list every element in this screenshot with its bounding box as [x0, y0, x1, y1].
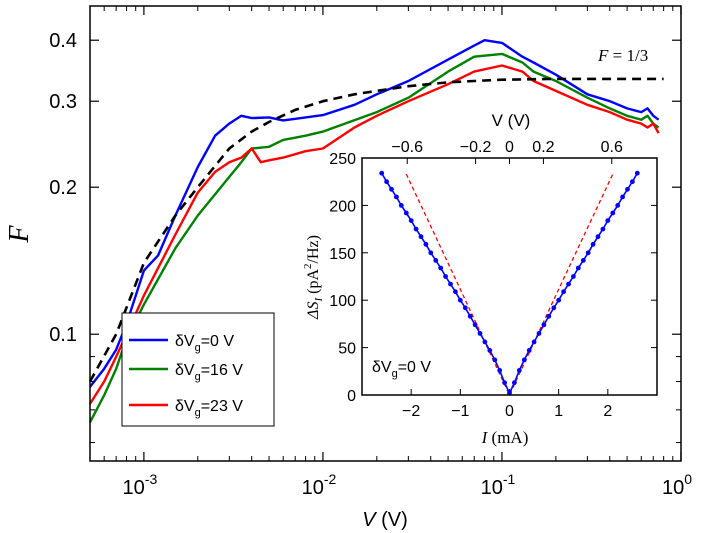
- main-x-tick-label-3: 100: [662, 471, 692, 499]
- inset-data-point: [531, 339, 537, 345]
- legend-entry-0: δVg=0 V: [175, 333, 234, 354]
- inset-data-point: [438, 265, 444, 271]
- main-x-axis-label: V (V): [362, 509, 408, 531]
- main-series-layer: [88, 39, 664, 423]
- inset-data-point: [433, 258, 439, 263]
- inset-data-point: [630, 179, 635, 185]
- inset-data-point: [477, 331, 483, 336]
- inset-top-tick-label-2: 0: [505, 139, 514, 156]
- inset-data-point: [394, 194, 399, 200]
- inset-x-tick-label-0: −2: [402, 403, 420, 420]
- inset-data-point: [556, 297, 562, 303]
- inset-reference-line: [405, 173, 614, 397]
- main-y-tick-label-0: 0.1: [49, 324, 77, 346]
- inset-x-tick-label-3: 1: [554, 403, 563, 420]
- inset-x-tick-label-1: −1: [451, 403, 469, 420]
- inset-data-point: [472, 322, 478, 328]
- inset-data-point: [482, 339, 488, 345]
- inset-data-point: [521, 357, 527, 363]
- main-y-tick-label-2: 0.3: [49, 91, 77, 113]
- inset-data-point: [384, 179, 389, 185]
- inset-y-tick-label-0: 0: [347, 388, 356, 405]
- inset-data-point: [620, 194, 625, 200]
- inset-data-point: [566, 281, 571, 287]
- main-series-line-1: [88, 52, 660, 423]
- inset-data-point: [448, 281, 453, 287]
- inset-data-point: [389, 186, 394, 192]
- inset-data-point: [516, 368, 522, 373]
- inset-data-point: [413, 226, 419, 232]
- inset-data-point: [403, 210, 409, 216]
- inset-data-point: [634, 170, 640, 176]
- inset-data-point: [487, 348, 493, 353]
- inset-data-point: [590, 241, 596, 247]
- inset-annotation: δVg=0 V: [372, 359, 431, 380]
- main-x-tick-label-2: 10-1: [481, 471, 516, 499]
- inset-x-tick-label-2: 0: [505, 403, 514, 420]
- inset-data-point: [571, 274, 576, 279]
- inset-top-axis-label: V (V): [492, 111, 531, 130]
- inset-data-point: [615, 203, 621, 208]
- inset-y-tick-label-2: 100: [329, 293, 356, 310]
- main-x-tick-label-1: 10-2: [302, 471, 337, 499]
- inset-y-tick-label-3: 150: [329, 246, 356, 263]
- inset-data-point: [605, 218, 611, 224]
- inset-data-point: [492, 357, 498, 363]
- inset-data-point: [502, 380, 507, 386]
- inset-axes-layer: −2 −1 0 1 2 0 50 100 150 200 250 −0.6 −0.2 0 0.2 0.6: [329, 139, 657, 420]
- main-x-tick-label-0: 10-3: [123, 471, 158, 499]
- inset-data-point: [585, 250, 591, 256]
- inset-data-point: [462, 305, 468, 311]
- inset-top-tick-label-1: −0.2: [460, 139, 492, 156]
- inset-data-point: [423, 241, 429, 247]
- inset-data-point: [551, 305, 557, 311]
- inset-data-point: [536, 331, 542, 336]
- main-series-line-2: [88, 64, 660, 405]
- inset-data-point: [546, 313, 552, 319]
- inset-data-point: [398, 203, 404, 208]
- inset-data-point: [512, 380, 517, 386]
- inset-data-point: [453, 289, 458, 295]
- main-series-line-3: [88, 77, 664, 383]
- inset-data-point: [379, 170, 385, 176]
- inset-top-tick-label-3: 0.2: [532, 139, 554, 156]
- inset-top-tick-label-0: −0.6: [391, 139, 423, 156]
- inset-chart: −2 −1 0 1 2 0 50 100 150 200 250 −0.6 −0.2 0 0.2 0.6 δV…: [302, 111, 658, 447]
- inset-data-point: [497, 368, 503, 373]
- inset-data-point: [595, 234, 601, 240]
- inset-data-point: [457, 297, 463, 303]
- inset-top-tick-label-4: 0.6: [601, 139, 623, 156]
- inset-data-point: [526, 348, 532, 353]
- inset-y-tick-label-1: 50: [338, 341, 356, 358]
- inset-data-point: [600, 226, 606, 232]
- inset-y-tick-label-5: 250: [329, 151, 356, 168]
- main-series-line-0: [89, 39, 660, 388]
- inset-data-point: [418, 234, 424, 240]
- dashed-line-annotation: F = 1/3: [597, 46, 648, 65]
- inset-data-point: [610, 210, 616, 216]
- inset-x-axis-label: I (mA): [481, 428, 529, 447]
- main-legend: δVg=0 V δVg=16 V δVg=23 V: [121, 312, 275, 427]
- inset-data-point: [443, 274, 448, 279]
- inset-data-point: [561, 289, 566, 295]
- inset-data-point: [467, 313, 473, 319]
- main-plot-frame: [89, 5, 682, 462]
- inset-data-point: [575, 265, 581, 271]
- inset-data-point: [580, 258, 586, 263]
- inset-data-point: [625, 186, 630, 192]
- main-y-axis-label: F: [4, 225, 35, 244]
- legend-entry-1: δVg=16 V: [175, 362, 243, 383]
- inset-data-point: [408, 218, 414, 224]
- inset-data-point: [541, 322, 547, 328]
- inset-plot-area: [362, 158, 657, 395]
- main-y-tick-label-3: 0.4: [49, 30, 77, 52]
- inset-x-tick-label-4: 2: [603, 403, 612, 420]
- main-y-tick-label-1: 0.2: [49, 177, 77, 199]
- inset-plot-frame: [361, 157, 658, 396]
- inset-y-axis-label: ΔSI (pA2/Hz): [302, 235, 325, 320]
- inset-y-tick-label-4: 200: [329, 198, 356, 215]
- legend-entry-2: δVg=23 V: [175, 398, 243, 419]
- inset-data-point: [428, 250, 434, 256]
